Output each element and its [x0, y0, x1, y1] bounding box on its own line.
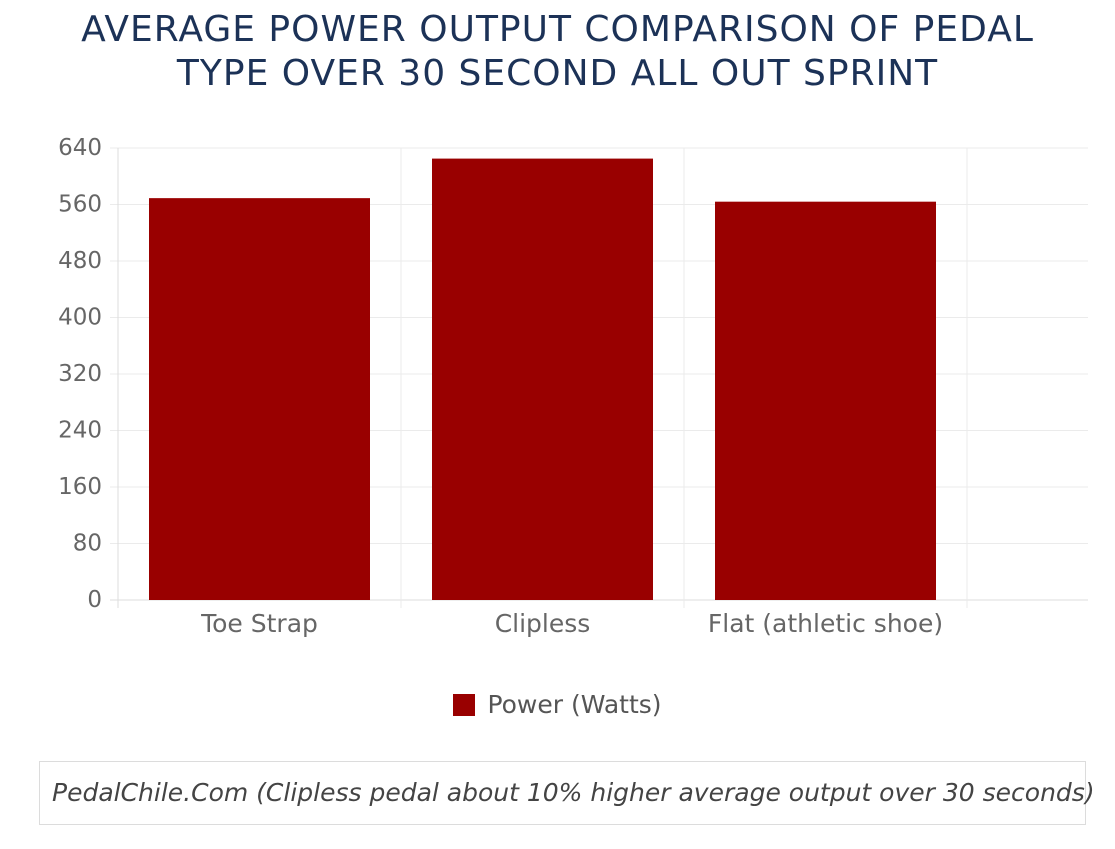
y-tick-label: 240 [58, 418, 102, 444]
chart-title-line-1: AVERAGE POWER OUTPUT COMPARISON OF PEDAL [81, 9, 1034, 50]
y-tick-label: 80 [73, 531, 102, 557]
y-tick-label: 0 [87, 587, 102, 613]
x-tick-label: Toe Strap [200, 609, 318, 638]
caption-text: PedalChile.Com (Clipless pedal about 10%… [52, 778, 1095, 807]
chart-title: AVERAGE POWER OUTPUT COMPARISON OF PEDAL… [0, 8, 1115, 96]
y-tick-label: 640 [58, 135, 102, 161]
bar-toe-strap [149, 198, 370, 601]
bar-chart: 0 80 160 240 320 400 480 560 640 Toe Strap Cliples… [58, 135, 1088, 638]
y-tick-label: 400 [58, 305, 102, 331]
bar-flat-athletic-shoe [715, 201, 936, 601]
x-tick-label: Clipless [495, 609, 591, 638]
legend-label: Power (Watts) [487, 690, 662, 719]
chart-title-line-2: TYPE OVER 30 SECOND ALL OUT SPRINT [176, 53, 939, 94]
caption-box: PedalChile.Com (Clipless pedal about 10%… [39, 761, 1095, 825]
legend[interactable]: Power (Watts) [0, 690, 1115, 719]
y-tick-label: 480 [58, 248, 102, 274]
x-tick-label: Flat (athletic shoe) [708, 609, 943, 638]
y-tick-label: 320 [58, 361, 102, 387]
y-tick-label: 560 [58, 192, 102, 218]
y-tick-label: 160 [58, 474, 102, 500]
legend-swatch [453, 694, 476, 716]
bar-clipless [432, 158, 653, 600]
